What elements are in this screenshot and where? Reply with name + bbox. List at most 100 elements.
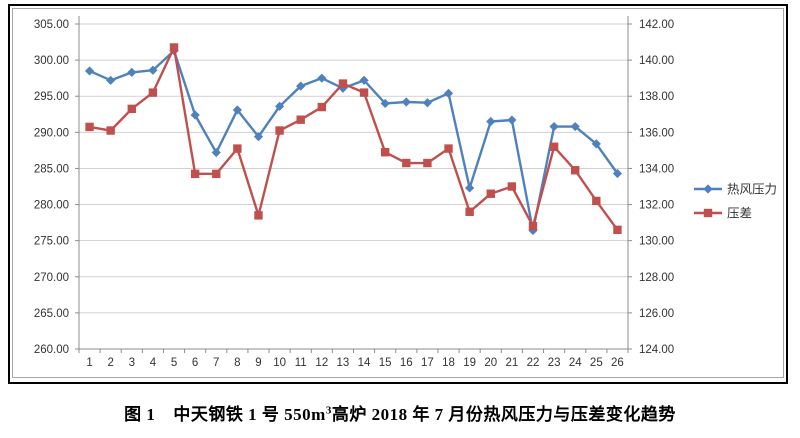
series-0-marker	[106, 75, 116, 85]
series-0-marker	[232, 105, 242, 115]
x-axis-tick-label: 24	[569, 357, 582, 369]
y-axis-left-tick-label: 305.00	[34, 19, 69, 31]
chart-plot: 260.00 265.00 270.00 275.00 280.00 285.00 290.…	[34, 16, 777, 369]
series-1-marker	[212, 169, 221, 179]
y-axis-right-tick-label: 126.00	[639, 308, 674, 320]
series-1-marker	[486, 189, 495, 198]
series-0-marker	[148, 65, 158, 75]
series-0-marker	[253, 132, 264, 142]
x-axis-tick-label: 15	[379, 357, 392, 369]
series-0-marker	[570, 121, 580, 132]
x-axis-tick-label: 12	[315, 357, 328, 369]
series-1-marker	[613, 225, 622, 235]
series-1-marker	[359, 88, 369, 97]
series-0-marker	[591, 139, 601, 149]
y-axis-left-tick-label: 260.00	[34, 344, 69, 356]
series-1-marker	[296, 115, 305, 124]
series-1-marker	[148, 88, 158, 97]
caption-text-pre: 中天钢铁 1 号 550m	[173, 405, 326, 424]
series-0-marker	[190, 110, 200, 120]
series-1-marker	[85, 122, 94, 132]
x-axis-tick-label: 21	[505, 357, 518, 369]
y-axis-left-tick-label: 300.00	[34, 55, 69, 67]
series-1-marker	[402, 158, 411, 168]
y-axis-right-tick-label: 124.00	[639, 344, 674, 356]
x-axis-tick-label: 4	[150, 357, 157, 369]
legend-square-icon	[703, 208, 713, 218]
x-axis-tick-label: 8	[234, 357, 240, 369]
series-1-marker	[592, 196, 601, 206]
x-axis-tick-label: 11	[295, 357, 307, 369]
x-axis-tick-label: 5	[171, 357, 177, 369]
x-axis-tick-label: 13	[337, 357, 350, 369]
series-1-marker	[317, 102, 327, 112]
series-1-marker	[507, 182, 517, 191]
y-axis-left-tick-label: 285.00	[34, 163, 69, 175]
figure-caption: 图 1 中天钢铁 1 号 550m3高炉 2018 年 7 月份热风压力与压差变化…	[0, 400, 800, 425]
caption-superscript: 3	[325, 404, 332, 417]
series-0-marker	[211, 147, 221, 158]
series-1-marker	[190, 169, 200, 179]
x-axis-tick-label: 1	[86, 357, 92, 369]
series-0-marker	[507, 115, 517, 125]
y-axis-right-tick-label: 134.00	[639, 163, 674, 175]
y-axis-right-tick-label: 130.00	[639, 236, 674, 248]
series-1-marker	[106, 126, 115, 135]
series-1-marker	[127, 104, 136, 114]
series-0-marker	[274, 101, 285, 111]
series-0-marker	[443, 88, 454, 98]
x-axis-tick-label: 18	[442, 357, 455, 369]
chart-frame	[8, 4, 788, 384]
x-axis-tick-label: 3	[129, 357, 135, 369]
y-axis-left-tick-label: 270.00	[34, 272, 69, 284]
series-1-marker	[275, 126, 284, 135]
series-0-marker	[359, 75, 369, 85]
x-axis-tick-label: 7	[213, 357, 219, 369]
x-axis-tick-label: 26	[611, 357, 624, 369]
x-axis-tick-label: 23	[548, 357, 561, 369]
y-axis-right-tick-label: 138.00	[639, 91, 674, 103]
chart-area-border	[12, 8, 784, 378]
series-1-marker	[380, 147, 390, 157]
x-axis-tick-label: 22	[527, 357, 540, 369]
y-axis-right-tick-label: 140.00	[639, 55, 674, 67]
x-axis-tick-label: 10	[273, 357, 286, 369]
y-axis-left-tick-label: 280.00	[34, 200, 69, 212]
y-axis-left-tick-label: 290.00	[34, 127, 69, 139]
series-1-marker	[549, 142, 559, 151]
series-0-marker	[317, 73, 327, 83]
y-axis-right-tick-label: 136.00	[639, 127, 674, 139]
y-axis-right-tick-label: 142.00	[639, 19, 674, 31]
series-0-marker	[486, 116, 496, 127]
caption-figure-label: 图 1	[124, 405, 156, 424]
series-0-marker	[401, 97, 411, 107]
series-1-marker	[169, 43, 179, 52]
caption-text-post: 高炉 2018 年 7 月份热风压力与压差变化趋势	[331, 405, 676, 424]
series-1-marker	[444, 144, 453, 153]
x-axis-tick-label: 14	[358, 357, 371, 369]
y-axis-left-tick-label: 265.00	[34, 308, 69, 320]
series-1-line	[89, 46, 619, 231]
series-1-marker	[233, 144, 242, 153]
x-axis-tick-label: 2	[107, 357, 113, 369]
series-1-marker	[571, 166, 580, 175]
y-axis-left-tick-label: 295.00	[34, 91, 69, 103]
x-axis-tick-label: 20	[484, 357, 497, 369]
series-1-marker	[338, 79, 348, 88]
x-axis-tick-label: 6	[192, 357, 198, 369]
series-0-marker	[612, 168, 623, 179]
series-1-marker	[254, 211, 263, 220]
y-axis-right-tick-label: 132.00	[639, 200, 674, 212]
series-0-marker	[422, 98, 433, 108]
legend-diamond-icon	[703, 184, 713, 194]
series-0-marker	[296, 81, 306, 91]
x-axis-tick-label: 17	[421, 357, 434, 369]
legend-label-0: 热风压力	[727, 183, 777, 197]
legend-label-1: 压差	[727, 207, 752, 221]
x-axis-tick-label: 25	[590, 357, 603, 369]
x-axis-tick-label: 19	[463, 357, 476, 369]
series-0-marker	[549, 121, 559, 132]
y-axis-right-tick-label: 128.00	[639, 272, 674, 284]
series-0-marker	[84, 66, 95, 76]
x-axis-tick-label: 16	[400, 357, 413, 369]
